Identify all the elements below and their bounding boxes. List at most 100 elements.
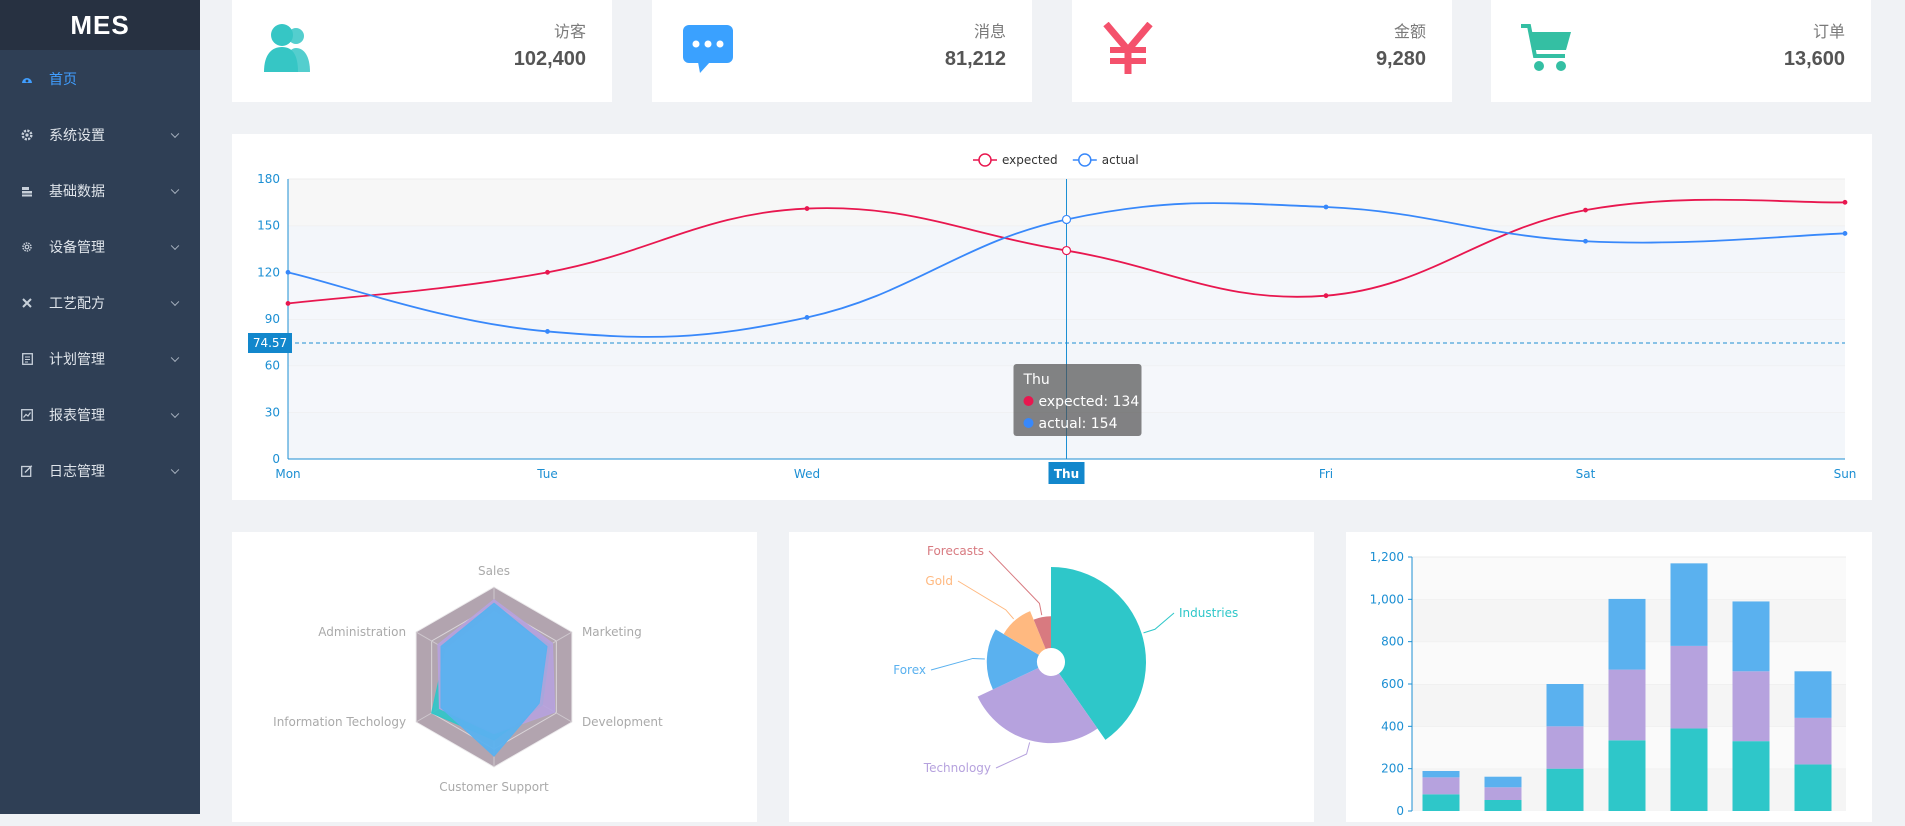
y-tick-label: 0 xyxy=(1396,804,1404,818)
bar-segment xyxy=(1732,601,1770,672)
dashboard-icon xyxy=(20,72,34,86)
bar-segment xyxy=(1422,770,1460,778)
chevron-down-icon[interactable] xyxy=(170,185,180,195)
tooltip-line: actual: 154 xyxy=(1039,416,1118,432)
bar-segment xyxy=(1546,684,1584,727)
chevron-down-icon[interactable] xyxy=(170,129,180,139)
pie-slice-technology xyxy=(977,667,1098,744)
shopping-cart-icon xyxy=(1519,22,1575,74)
stat-value: 9,280 xyxy=(1375,48,1426,70)
radar-chart: Sales Marketing Development Customer Suppor… xyxy=(273,564,663,794)
pie-slice-forex xyxy=(986,629,1039,690)
y-tick-label: 200 xyxy=(1381,762,1404,776)
bar-segment xyxy=(1608,740,1646,811)
y-tick-label: 120 xyxy=(257,265,280,279)
data-point xyxy=(1323,204,1329,210)
bar-chart-card: 0 200 400 600 800 1,000 1,200 xyxy=(1346,532,1872,822)
stat-card[interactable]: 访客 102,400 xyxy=(232,0,612,102)
sidebar-item-label: 日志管理 xyxy=(49,464,105,480)
bar-segment xyxy=(1670,728,1708,811)
users-icon xyxy=(260,22,316,74)
stat-card[interactable]: 订单 13,600 xyxy=(1491,0,1871,102)
y-tick-label: 180 xyxy=(257,172,280,186)
bar-segment xyxy=(1670,645,1708,729)
radar-indicator-label: Administration xyxy=(318,625,406,639)
chevron-down-icon[interactable] xyxy=(170,465,180,475)
sidebar-item-label: 设备管理 xyxy=(49,240,105,256)
pie-label-line xyxy=(1143,612,1175,634)
data-point xyxy=(285,269,291,275)
radar-indicator-label: Customer Support xyxy=(439,780,549,794)
data-point xyxy=(1842,231,1848,236)
pie-label: Industries xyxy=(1179,606,1238,620)
tooltip-bg xyxy=(1013,364,1142,436)
sidebar-item[interactable]: 设备管理 xyxy=(0,219,200,275)
pie-slice-gold xyxy=(1003,611,1046,655)
chevron-down-icon[interactable] xyxy=(170,241,180,251)
chevron-down-icon[interactable] xyxy=(170,297,180,307)
equipment-icon xyxy=(20,240,34,254)
y-tick-label: 1,200 xyxy=(1370,550,1404,564)
legend-label-actual: actual xyxy=(1102,153,1139,167)
pie-label-line xyxy=(995,742,1031,769)
pie-label: Gold xyxy=(925,574,953,588)
sidebar-item[interactable]: 首页 xyxy=(0,50,200,107)
stat-card[interactable]: 金额 9,280 xyxy=(1072,0,1452,102)
sidebar-item[interactable]: 系统设置 xyxy=(0,107,200,163)
x-tick-label: Mon xyxy=(275,467,300,481)
stat-card[interactable]: 消息 81,212 xyxy=(652,0,1032,102)
radar-indicator-label: Development xyxy=(582,715,663,729)
data-point xyxy=(1061,214,1072,225)
x-tick-label: Sat xyxy=(1576,467,1596,481)
sidebar-item-label: 工艺配方 xyxy=(49,296,105,312)
y-tick-label: 600 xyxy=(1381,677,1404,691)
y-tick-label: 800 xyxy=(1381,635,1404,649)
app-logo: MES xyxy=(0,0,200,50)
x-tick-label: Fri xyxy=(1319,467,1333,481)
pie-chart-card: Industries Technology Forex Gold Forecasts xyxy=(789,532,1314,822)
radar-indicator-label: Sales xyxy=(478,564,510,578)
line-chart: 0 30 60 90 120 150 180 Mon Tue Wed Thu Fri Sat Sun exp… xyxy=(248,153,1857,484)
sidebar-item-label: 基础数据 xyxy=(49,184,105,200)
sidebar-item[interactable]: 工艺配方 xyxy=(0,275,200,331)
line-chart-card: 0 30 60 90 120 150 180 Mon Tue Wed Thu Fri Sat Sun exp… xyxy=(232,134,1872,500)
y-tick-label: 150 xyxy=(257,219,280,233)
message-icon xyxy=(680,22,736,74)
stat-value: 102,400 xyxy=(513,48,586,70)
tooltip-title: Thu xyxy=(1023,372,1050,388)
grid-band xyxy=(1412,557,1846,600)
y-tick-label: 30 xyxy=(265,405,280,419)
pie-slice-industries xyxy=(1051,567,1146,740)
sidebar-item[interactable]: 报表管理 xyxy=(0,387,200,443)
sidebar-item[interactable]: 计划管理 xyxy=(0,331,200,387)
pie-chart: Industries Technology Forex Gold Forecasts xyxy=(893,544,1238,775)
chart-legend: expected actual xyxy=(973,153,1139,167)
plan-icon xyxy=(20,352,34,366)
bar-segment xyxy=(1546,726,1584,769)
bar-segment xyxy=(1732,741,1770,811)
bar-segment xyxy=(1794,717,1832,765)
data-point xyxy=(545,329,550,334)
pie-label: Forex xyxy=(893,663,926,677)
bar-segment xyxy=(1794,671,1832,718)
bar-chart: 0 200 400 600 800 1,000 1,200 xyxy=(1370,550,1846,818)
tooltip-line: expected: 134 xyxy=(1039,394,1140,410)
bar-segment xyxy=(1608,669,1646,741)
legend-marker-expected xyxy=(978,153,992,167)
legend-marker-actual xyxy=(1078,153,1092,167)
sidebar: MES 首页 系统设置基础数据设备管理工艺配方计划管理 报表管理日志管理 xyxy=(0,0,200,814)
x-tick-label: Sun xyxy=(1834,467,1857,481)
tooltip-marker xyxy=(1023,396,1034,406)
chevron-down-icon[interactable] xyxy=(170,353,180,363)
bar-segment xyxy=(1794,764,1832,811)
radar-chart-card: Sales Marketing Development Customer Suppor… xyxy=(232,532,757,822)
data-point xyxy=(545,269,550,275)
sidebar-item[interactable]: 日志管理 xyxy=(0,443,200,499)
chevron-down-icon[interactable] xyxy=(170,409,180,419)
stat-label: 订单 xyxy=(1812,22,1845,41)
data-point xyxy=(804,206,810,211)
legend-label-expected: expected xyxy=(1002,153,1058,167)
bar-segment xyxy=(1608,598,1646,670)
y-tick-label: 90 xyxy=(265,312,280,326)
sidebar-item[interactable]: 基础数据 xyxy=(0,163,200,219)
